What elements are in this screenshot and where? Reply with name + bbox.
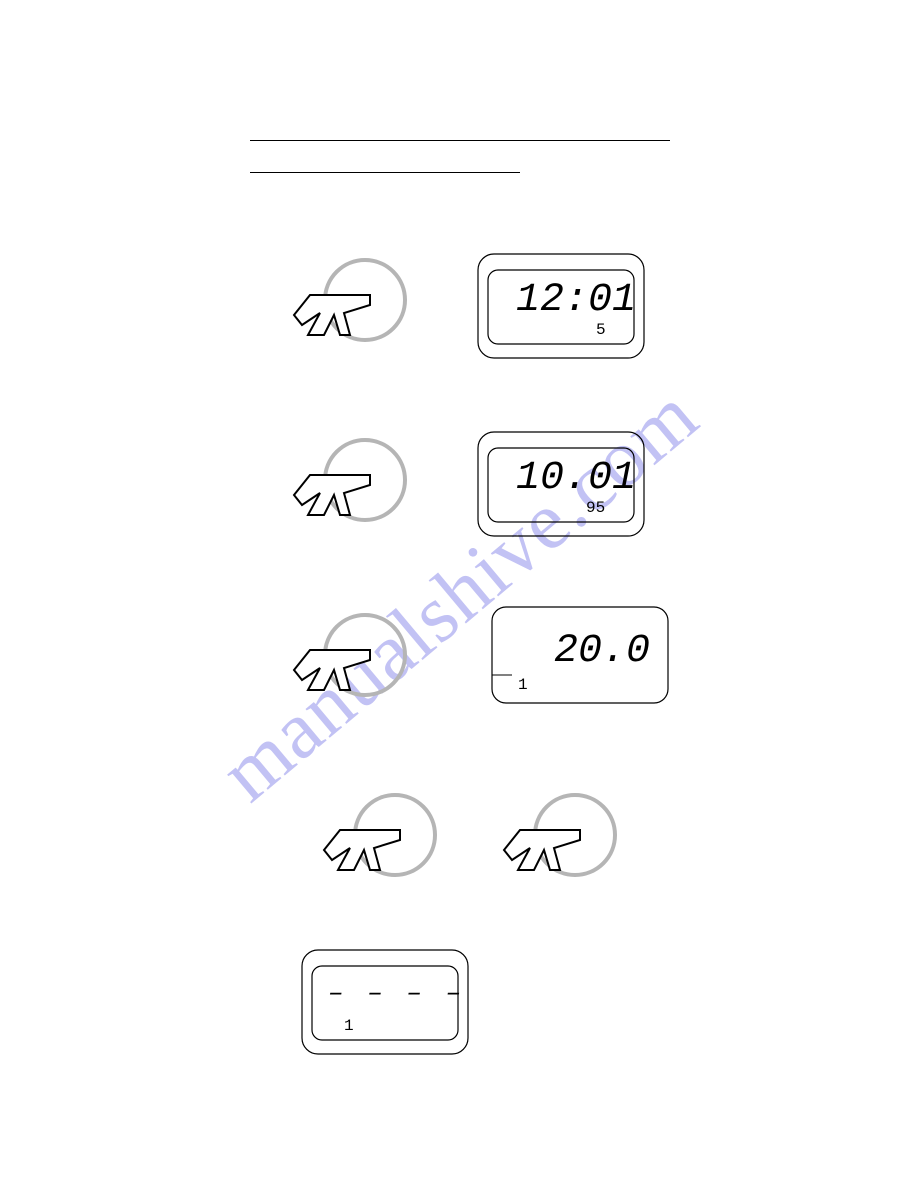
lcd-sub-value: 1 [518,676,528,694]
heading-rule-1 [250,140,670,141]
heading-rule-2 [250,172,520,173]
hand-pointer-icon [280,610,420,710]
lcd-display-step1: 12:01 5 [476,252,646,360]
hand-pointer-icon [280,435,420,535]
lcd-sub-value: 95 [586,499,605,517]
lcd-main-value: 20.0 [554,629,650,674]
lcd-main-value: 10.01 [516,456,636,501]
hand-pointer-icon [280,255,420,355]
lcd-display-step5: – – – – 1 [300,948,470,1056]
lcd-sub-value: 1 [344,1017,354,1035]
page: manualshive.com 12:01 5 10.01 95 20.0 1 [0,0,918,1188]
lcd-display-step2: 10.01 95 [476,430,646,538]
lcd-sub-value: 5 [596,321,606,339]
lcd-display-step3: 20.0 1 [490,605,670,705]
lcd-main-value: – – – – [328,978,465,1008]
lcd-main-value: 12:01 [516,278,636,323]
hand-pointer-icon [490,790,630,890]
hand-pointer-icon [310,790,450,890]
